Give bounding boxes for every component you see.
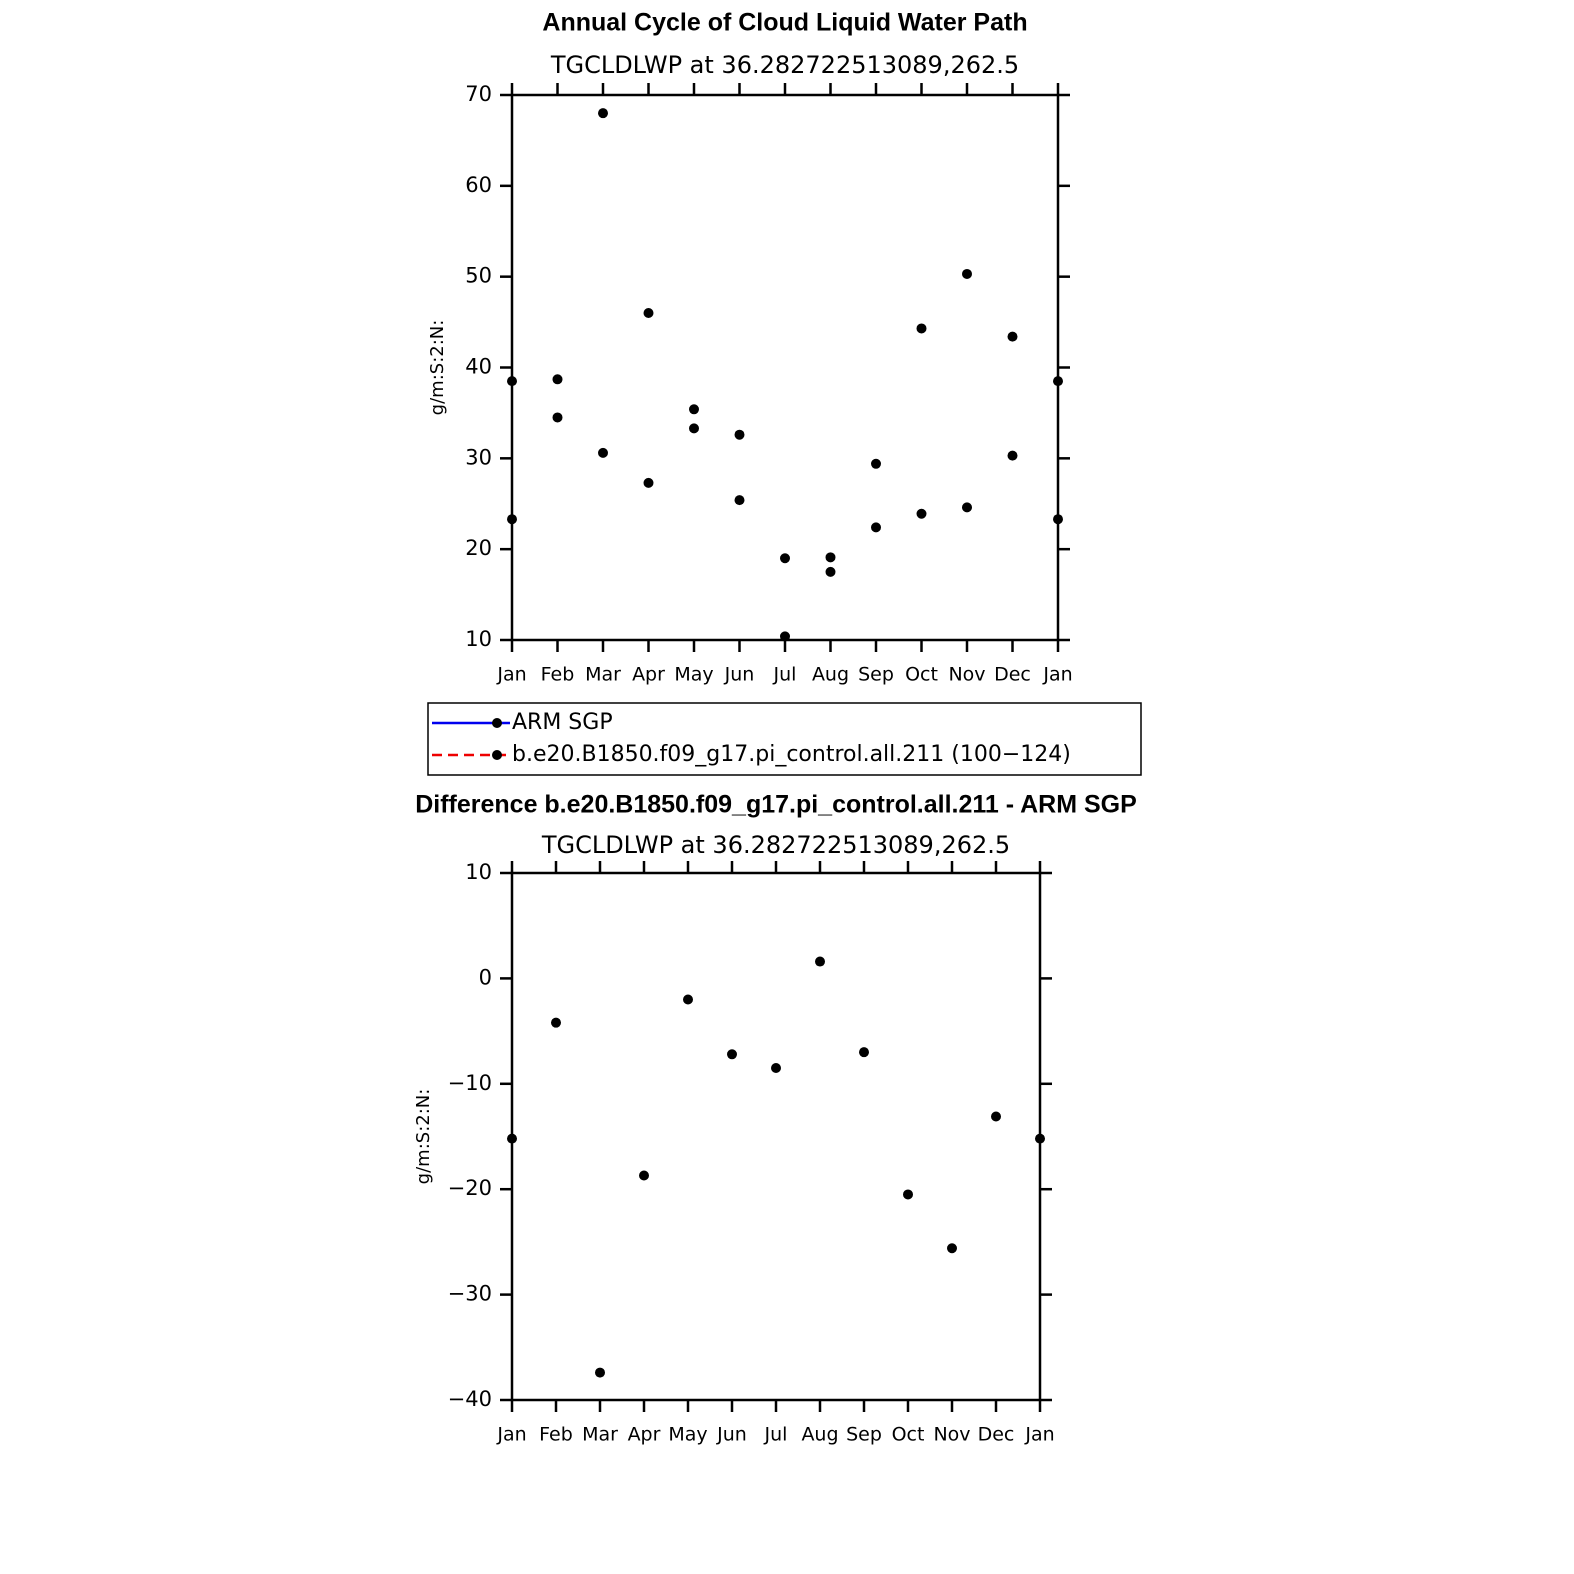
data-point xyxy=(551,1017,561,1028)
x-tick-label: Aug xyxy=(812,664,849,686)
data-point xyxy=(734,495,745,506)
data-point xyxy=(903,1189,913,1200)
data-point xyxy=(962,268,972,279)
x-tick-label: Nov xyxy=(933,1424,970,1446)
x-tick-label: May xyxy=(674,664,713,686)
x-tick-label: Jan xyxy=(496,1424,526,1446)
x-tick-label: Jun xyxy=(724,664,755,686)
chart-title: Difference b.e20.B1850.f09_g17.pi_contro… xyxy=(415,791,1137,819)
data-point xyxy=(683,994,693,1005)
chart-subtitle: TGCLDLWP at 36.282722513089,262.5 xyxy=(541,831,1010,859)
data-point xyxy=(598,108,608,119)
data-point xyxy=(825,566,836,577)
data-point xyxy=(991,1111,1001,1122)
legend-marker xyxy=(492,718,502,728)
data-point xyxy=(962,502,972,513)
y-tick-label: 20 xyxy=(465,536,492,560)
data-point xyxy=(1035,1133,1045,1144)
y-tick-label: −40 xyxy=(448,1387,492,1411)
chart-title: Annual Cycle of Cloud Liquid Water Path xyxy=(542,9,1027,37)
y-tick-label: 0 xyxy=(479,965,492,989)
data-point xyxy=(639,1170,649,1181)
x-tick-label: Jun xyxy=(716,1424,747,1446)
legend-label: ARM SGP xyxy=(512,710,613,735)
data-point xyxy=(727,1049,737,1060)
x-tick-label: Dec xyxy=(994,664,1031,686)
data-point xyxy=(815,956,825,967)
data-point xyxy=(598,447,608,458)
data-point xyxy=(859,1047,869,1058)
data-point xyxy=(916,508,927,519)
x-tick-label: May xyxy=(668,1424,707,1446)
legend-label: b.e20.B1850.f09_g17.pi_control.all.211 (… xyxy=(512,742,1071,767)
data-point xyxy=(825,552,836,563)
x-tick-label: Feb xyxy=(539,1424,573,1446)
data-point xyxy=(552,412,563,423)
y-tick-label: 40 xyxy=(465,355,492,379)
y-tick-label: 10 xyxy=(465,627,492,651)
data-point xyxy=(689,404,699,415)
data-point xyxy=(1053,514,1063,525)
plot-frame xyxy=(510,871,1042,1402)
data-point xyxy=(507,514,517,525)
x-tick-label: Mar xyxy=(582,1424,618,1446)
y-tick-label: 10 xyxy=(465,860,492,884)
x-tick-label: Jan xyxy=(1042,664,1072,686)
data-point xyxy=(947,1243,957,1254)
x-tick-label: Nov xyxy=(948,664,985,686)
x-tick-label: Oct xyxy=(892,1424,925,1446)
x-tick-label: Sep xyxy=(846,1424,882,1446)
y-tick-label: −20 xyxy=(448,1176,492,1200)
y-axis-label: g/m:S:2:N: xyxy=(413,1089,434,1185)
y-tick-label: 70 xyxy=(465,82,492,106)
x-tick-label: Jan xyxy=(496,664,526,686)
y-tick-label: 50 xyxy=(465,264,492,288)
y-axis-label: g/m:S:2:N: xyxy=(427,320,448,416)
x-tick-label: Dec xyxy=(978,1424,1015,1446)
legend-box xyxy=(427,702,1142,776)
y-tick-label: 60 xyxy=(465,173,492,197)
data-point xyxy=(643,477,654,488)
x-tick-label: Apr xyxy=(628,1424,661,1446)
data-point xyxy=(595,1367,605,1378)
y-tick-label: −30 xyxy=(448,1282,492,1306)
data-point xyxy=(1007,331,1018,342)
x-tick-label: Jul xyxy=(764,1424,788,1446)
x-tick-label: Jul xyxy=(773,664,797,686)
data-point xyxy=(689,423,699,434)
data-point xyxy=(734,429,745,440)
x-tick-label: Apr xyxy=(632,664,665,686)
data-point xyxy=(916,323,927,334)
data-point xyxy=(1053,376,1063,387)
y-tick-label: −10 xyxy=(448,1071,492,1095)
chart-subtitle: TGCLDLWP at 36.282722513089,262.5 xyxy=(550,51,1019,79)
data-point xyxy=(643,308,654,318)
data-point xyxy=(507,1133,517,1144)
x-tick-label: Oct xyxy=(905,664,938,686)
y-tick-label: 30 xyxy=(465,445,492,469)
x-tick-label: Mar xyxy=(585,664,621,686)
data-point xyxy=(771,1062,781,1073)
data-point xyxy=(507,376,517,387)
x-tick-label: Sep xyxy=(858,664,894,686)
data-point xyxy=(1007,450,1018,461)
x-tick-label: Feb xyxy=(541,664,575,686)
data-point xyxy=(871,458,881,469)
legend-marker xyxy=(492,750,502,760)
data-point xyxy=(871,522,881,533)
data-point xyxy=(780,631,790,642)
x-tick-label: Jan xyxy=(1024,1424,1054,1446)
data-point xyxy=(552,374,563,385)
x-tick-label: Aug xyxy=(801,1424,838,1446)
data-point xyxy=(780,553,790,564)
